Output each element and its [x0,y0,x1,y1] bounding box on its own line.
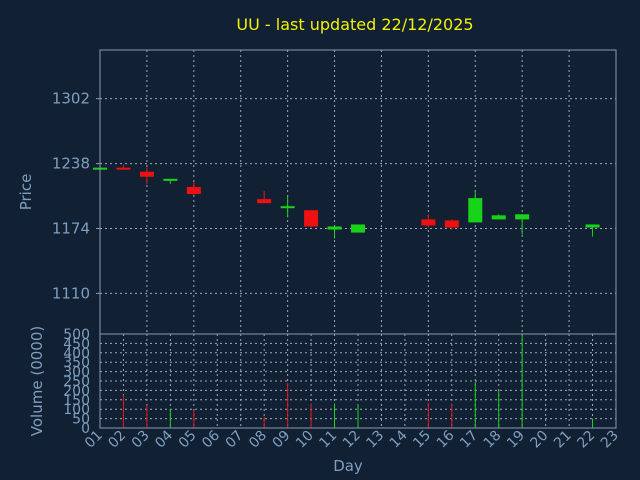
day-tick-label: 14 [387,427,411,451]
candles [93,164,600,239]
volume-tick-label: 250 [63,374,90,390]
candle-body [585,224,600,228]
candle-body [327,226,342,230]
price-axis-title: Price [17,174,35,211]
day-axis-title: Day [333,457,363,475]
day-tick-label: 15 [410,428,434,452]
price-grid [100,50,616,334]
volume-tick-label: 350 [63,355,90,371]
volume-tick-label: 400 [63,346,90,362]
volume-tick-label: 100 [63,402,90,418]
day-tick-label: 17 [457,428,481,452]
candle-body [351,224,365,233]
day-tick-label: 12 [340,428,364,452]
candle-body [491,215,506,220]
day-tick-label: 13 [363,428,387,452]
candle-body [139,171,154,177]
candle-body [186,186,201,195]
candle-body [116,167,131,170]
chart-title: UU - last updated 22/12/2025 [236,15,473,34]
candle-body [444,220,459,228]
volume-panel-frame [99,333,617,429]
day-tick-label: 06 [199,427,223,451]
price-panel-frame [99,49,617,335]
volume-tick-label: 50 [72,412,90,428]
day-tick-label: 09 [270,428,294,452]
day-tick-label: 19 [504,428,528,452]
day-tick-label: 05 [176,428,200,452]
price-tick-label: 1238 [52,155,90,173]
day-tick-label: 03 [129,428,153,452]
volume-bars [122,334,594,428]
day-tick-label: 07 [223,428,247,452]
volume-tick-label: 150 [63,393,90,409]
candle-body [280,206,295,209]
candle-body [515,214,530,220]
day-tick-label: 02 [105,428,129,452]
candle-body [421,219,436,226]
candle-body [257,199,272,204]
day-tick-label: 22 [574,428,598,452]
volume-tick-label: 450 [63,336,90,352]
day-axis-labels: 01 02 03 04 05 06 07 08 09 10 11 12 13 14 15 16 17 18 19 20… [82,427,622,451]
day-tick-label: 10 [293,428,317,452]
volume-tick-label: 300 [63,365,90,381]
day-tick-label: 04 [152,427,176,451]
price-tick-label: 1302 [52,90,90,108]
day-tick-label: 16 [434,427,458,451]
volume-tick-label: 0 [81,421,90,437]
price-tick-label: 1174 [52,220,90,238]
price-axis-labels: 1110 1174 1238 1302 [52,90,100,302]
volume-grid [100,334,616,428]
price-tick-label: 1110 [52,284,90,302]
day-tick-label: 21 [551,428,575,452]
day-tick-label: 18 [481,428,505,452]
day-tick-label: 20 [528,428,552,452]
day-tick-label: 23 [598,428,622,452]
day-tick-label: 08 [246,428,270,452]
day-tick-label: 11 [316,428,340,452]
volume-axis-title: Volume (0000) [28,326,46,436]
candle-body [163,178,178,181]
volume-tick-label: 200 [63,383,90,399]
candle-body [468,198,483,223]
volume-tick-label: 500 [63,327,90,343]
candle-body [304,210,319,227]
